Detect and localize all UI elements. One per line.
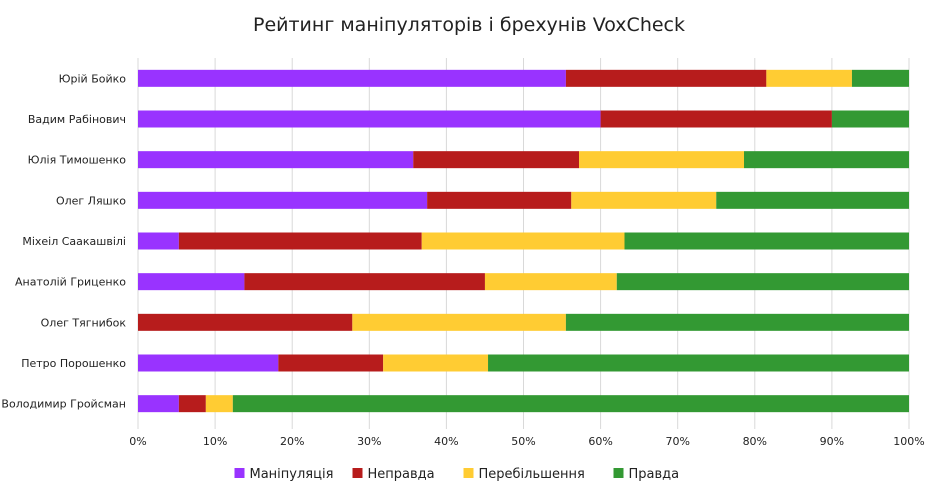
category-label: Анатолій Гриценко — [15, 276, 126, 289]
bar-segment — [205, 395, 233, 413]
bar-segment — [244, 273, 485, 291]
x-tick-label: 50% — [511, 435, 535, 448]
bar-segment — [383, 354, 489, 372]
x-axis-ticks: 0% 10% 20% 30% 40% 50% 60% 70% 80% 90% 100% — [129, 435, 924, 448]
bar-segment — [138, 232, 179, 250]
x-tick-label: 10% — [203, 435, 227, 448]
x-tick-label: 30% — [357, 435, 381, 448]
category-labels: Юрій Бойко Вадим Рабінович Юлія Тимошенко О… — [1, 72, 126, 410]
category-label: Юрій Бойко — [59, 72, 127, 85]
bar-segment — [579, 151, 745, 169]
legend-label: Маніпуляція — [250, 467, 334, 482]
bar-segment — [565, 69, 767, 87]
bar-segment — [831, 110, 909, 128]
x-tick-label: 90% — [820, 435, 844, 448]
bar-segment — [484, 273, 617, 291]
bar-segment — [600, 110, 832, 128]
x-tick-label: 0% — [129, 435, 146, 448]
legend-label: Перебільшення — [479, 467, 585, 482]
bar-segment — [851, 69, 909, 87]
chart-title: Рейтинг маніпуляторів і брехунів VoxChec… — [253, 14, 685, 36]
bar-segment — [716, 191, 909, 209]
bar-segment — [278, 354, 384, 372]
bar-segment — [138, 395, 179, 413]
x-tick-label: 100% — [893, 435, 924, 448]
category-label: Олег Тягнибок — [41, 316, 127, 329]
category-label: Володимир Гройсман — [1, 398, 126, 411]
bar-segment — [138, 151, 414, 169]
category-label: Олег Ляшко — [56, 194, 126, 207]
x-tick-label: 60% — [588, 435, 612, 448]
bar-segment — [488, 354, 909, 372]
legend: Маніпуляція Неправда Перебільшення Правда — [234, 467, 680, 482]
bar-segment — [413, 151, 580, 169]
category-label: Міхеіл Саакашвілі — [22, 235, 126, 248]
x-tick-label: 20% — [280, 435, 304, 448]
bar-segment — [624, 232, 909, 250]
bar-segment — [138, 313, 353, 331]
bar-segment — [138, 110, 601, 128]
x-tick-label: 70% — [665, 435, 689, 448]
bar-segment — [616, 273, 909, 291]
legend-label: Неправда — [368, 467, 435, 482]
legend-label: Правда — [629, 467, 680, 482]
bar-segment — [138, 69, 566, 87]
bar-segment — [232, 395, 909, 413]
legend-swatch — [234, 468, 245, 478]
bar-segment — [138, 191, 428, 209]
bar-segment — [766, 69, 852, 87]
bars — [138, 69, 909, 413]
bar-segment — [571, 191, 717, 209]
x-tick-label: 80% — [743, 435, 767, 448]
legend-swatch — [463, 468, 474, 478]
category-label: Юлія Тимошенко — [28, 154, 127, 167]
bar-segment — [421, 232, 625, 250]
bar-segment — [352, 313, 566, 331]
bar-segment — [138, 273, 245, 291]
bar-segment — [427, 191, 572, 209]
bar-segment — [744, 151, 909, 169]
bar-segment — [565, 313, 909, 331]
legend-swatch — [613, 468, 624, 478]
bar-segment — [178, 232, 422, 250]
x-tick-label: 40% — [434, 435, 458, 448]
bar-segment — [138, 354, 279, 372]
legend-swatch — [352, 468, 363, 478]
bar-segment — [178, 395, 206, 413]
category-label: Вадим Рабінович — [28, 113, 126, 126]
category-label: Петро Порошенко — [21, 357, 126, 370]
